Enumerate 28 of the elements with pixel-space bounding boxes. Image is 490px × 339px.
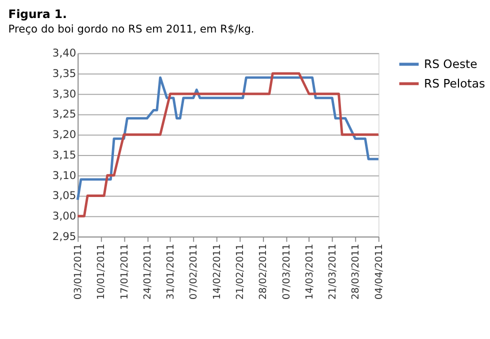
y-tick-label: 3,25 (52, 108, 76, 121)
y-tick-label: 2,95 (52, 230, 76, 243)
x-tick-label: 21/02/2011 (234, 244, 246, 300)
x-tick-label: 10/01/2011 (96, 244, 108, 300)
x-tick-label: 07/03/2011 (281, 244, 292, 300)
chart-subtitle: Preço do boi gordo no RS em 2011, em R$/kg. (8, 22, 254, 36)
x-tick-label: 31/01/2011 (166, 244, 177, 300)
y-tick-label: 3,10 (52, 168, 76, 182)
y-tick-label: 3,00 (52, 210, 76, 223)
x-tick-label: 21/03/2011 (328, 244, 339, 300)
x-tick-label: 14/02/2011 (212, 244, 223, 300)
legend-label: RS Oeste (424, 57, 478, 72)
x-tick-label: 28/02/2011 (258, 244, 270, 300)
y-tick-label: 3,35 (52, 66, 76, 80)
y-tick-label: 3,05 (52, 189, 76, 202)
y-tick-label: 3,40 (52, 46, 76, 60)
x-tick-label: 07/02/2011 (188, 244, 200, 300)
y-tick-label: 3,15 (52, 148, 76, 162)
x-tick-label: 28/03/2011 (350, 244, 362, 300)
y-tick-label: 3,20 (52, 128, 76, 142)
x-tick-label: 17/01/2011 (119, 244, 130, 300)
x-tick-label: 04/04/2011 (374, 244, 385, 300)
y-tick-label: 3,30 (52, 87, 76, 100)
legend-label: RS Pelotas (424, 76, 486, 91)
chart-title: Figura 1. (8, 7, 67, 22)
x-tick-label: 03/01/2011 (73, 244, 84, 300)
x-tick-label: 14/03/2011 (304, 244, 316, 300)
x-tick-label: 24/01/2011 (142, 244, 154, 300)
